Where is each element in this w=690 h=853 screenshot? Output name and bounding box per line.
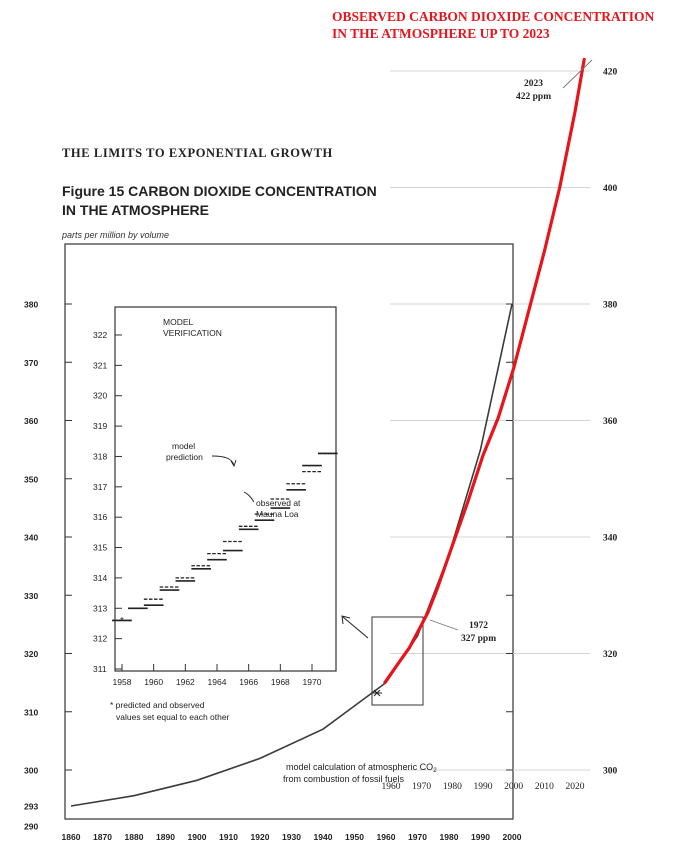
inset-title-line1: MODEL: [163, 317, 194, 327]
annotation-1972-leader: [429, 619, 459, 631]
overlay-x-tick-label: 1960: [382, 782, 401, 792]
inset-y-tick-label: 321: [93, 360, 107, 370]
overlay-gridlines: [390, 70, 590, 771]
main-x-tick-label: 2000: [503, 832, 522, 842]
model-note-line2: from combustion of fossil fuels: [283, 774, 405, 784]
obs-label-line2: Mauna Loa: [256, 509, 299, 519]
main-plot-frame: [64, 243, 514, 820]
overlay-x-tick-label: 1970: [412, 782, 431, 792]
running-head: THE LIMITS TO EXPONENTIAL GROWTH: [62, 146, 333, 160]
annotation-1972-year: 1972: [469, 621, 488, 631]
main-x-tick-label: 1870: [93, 832, 112, 842]
overlay-x-tick-label: 1990: [474, 782, 493, 792]
overlay-x-tick-label: 2020: [566, 782, 585, 792]
annotation-2023-leader: [562, 59, 593, 89]
inset-y-tick-label: 319: [93, 421, 107, 431]
main-x-tick-label: 1880: [125, 832, 144, 842]
inset-y-tick-label: 322: [93, 330, 107, 340]
main-x-tick-label: 1900: [188, 832, 207, 842]
zoom-arrow: [342, 616, 369, 639]
inset-x-tick-label: 1966: [239, 677, 258, 687]
main-y-tick-label: 360: [24, 416, 38, 426]
main-x-tick-label: 1890: [156, 832, 175, 842]
main-y-tick-label: 320: [24, 649, 38, 659]
inset-y-tick-label: 317: [93, 482, 107, 492]
inset-x-tick-label: 1968: [271, 677, 290, 687]
obs-label-line1: observed at: [256, 498, 301, 508]
inset-y-tick-label: 318: [93, 451, 107, 461]
overlay-y-tick-label: 300: [603, 767, 618, 777]
main-x-tick-label: 1970: [408, 832, 427, 842]
model-data-start-marker: [372, 689, 382, 697]
overlay-y-tick-label: 340: [603, 534, 618, 544]
overlay-title-line1: OBSERVED CARBON DIOXIDE CONCENTRATION: [332, 9, 654, 24]
inset-y-tick-label: 315: [93, 543, 107, 553]
main-y-tick-label: 380: [24, 300, 38, 310]
model-curve: [70, 303, 513, 807]
overlay-title-line2: IN THE ATMOSPHERE UP TO 2023: [332, 26, 550, 41]
inset-frame: [114, 306, 337, 672]
annotation-2023-value: 422 ppm: [516, 92, 551, 102]
inset-title-line2: VERIFICATION: [163, 328, 222, 338]
figure-title-line1: Figure 15 CARBON DIOXIDE CONCENTRATION: [62, 183, 377, 199]
annotation-1972-value: 327 ppm: [461, 634, 496, 644]
main-y-tick-label: 350: [24, 474, 38, 484]
main-x-tick-label: 1860: [62, 832, 81, 842]
inset-x-tick-label: 1960: [144, 677, 163, 687]
main-x-tick-label: 1950: [345, 832, 364, 842]
overlay-x-tick-label: 2010: [535, 782, 554, 792]
main-y-tick-label: 300: [24, 766, 38, 776]
inset-x-tick-label: 1964: [208, 677, 227, 687]
main-x-tick-label: 1940: [314, 832, 333, 842]
overlay-y-tick-label: 320: [603, 650, 618, 660]
main-y-tick-label: 290: [24, 822, 38, 832]
inset-x-tick-label: 1962: [176, 677, 195, 687]
inset-start-asterisk: *: [120, 616, 124, 627]
inset-x-tick-label: 1970: [303, 677, 322, 687]
overlay-y-tick-label: 420: [603, 68, 618, 78]
main-x-tick-label: 1990: [471, 832, 490, 842]
overlay-x-tick-label: 1980: [443, 782, 462, 792]
main-axes: 290 293 300 310 320 330 340 350 360 370 380 1860 187…: [24, 300, 522, 843]
main-y-tick-label: 330: [24, 591, 38, 601]
pred-label-arrow: [211, 455, 235, 466]
overlay-y-tick-label: 380: [603, 301, 618, 311]
inset-x-tick-label: 1958: [113, 677, 132, 687]
observed-curve: [383, 57, 586, 685]
inset-y-tick-label: 311: [93, 664, 107, 674]
overlay-y-tick-label: 400: [603, 184, 618, 194]
pred-label-line1: model: [172, 441, 195, 451]
zoom-arrowhead: [341, 615, 351, 625]
model-note: model calculation of atmospheric CO2: [286, 762, 437, 774]
main-x-tick-label: 1920: [251, 832, 270, 842]
main-x-tick-label: 1910: [219, 832, 238, 842]
main-y-tick-label: 310: [24, 707, 38, 717]
main-y-tick-label: 370: [24, 358, 38, 368]
overlay-x-tick-label: 2000: [504, 782, 523, 792]
main-x-tick-label: 1960: [377, 832, 396, 842]
inset-y-tick-label: 312: [93, 634, 107, 644]
zoom-box: [371, 616, 424, 706]
main-x-tick-label: 1980: [440, 832, 459, 842]
inset-y-tick-label: 313: [93, 603, 107, 613]
units-label: parts per million by volume: [61, 230, 169, 240]
pred-label-line2: prediction: [166, 452, 203, 462]
inset-footnote-line1: * predicted and observed: [110, 700, 205, 710]
main-x-tick-label: 1930: [282, 832, 301, 842]
inset-marks: *: [112, 452, 338, 627]
inset-y-tick-label: 314: [93, 573, 107, 583]
overlay-axes: 300 320 340 360 380 400 420 1960 1970 1980 1990 200…: [382, 68, 618, 793]
main-y-tick-label: 340: [24, 533, 38, 543]
inset-y-tick-label: 316: [93, 512, 107, 522]
pred-label-arrowhead: [230, 459, 237, 468]
annotation-2023-year: 2023: [524, 79, 543, 89]
overlay-y-tick-label: 360: [603, 417, 618, 427]
obs-label-arrow: [243, 491, 255, 503]
inset-footnote-line2: values set equal to each other: [116, 712, 230, 722]
figure-title-line2: IN THE ATMOSPHERE: [62, 202, 209, 218]
inset-y-tick-label: 320: [93, 391, 107, 401]
main-y-tick-label: 293: [24, 802, 38, 812]
inset-axes: 311 312 313 314 315 316 317 318 319 320 321 322 1958…: [93, 330, 322, 687]
